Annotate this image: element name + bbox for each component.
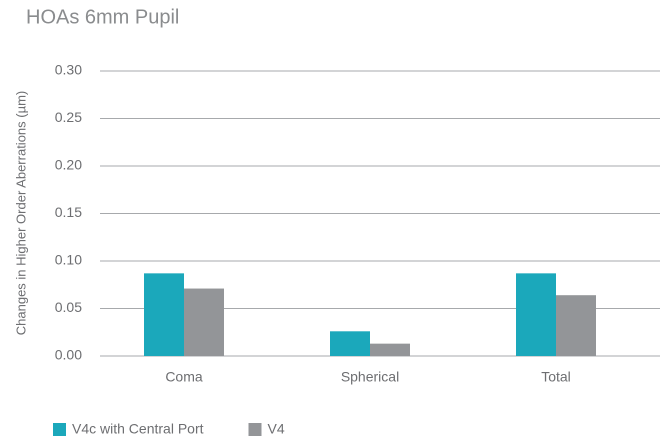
- y-axis-label: Changes in Higher Order Aberrations (µm): [13, 91, 28, 335]
- legend-label: V4: [268, 421, 285, 437]
- y-tick-label: 0.25: [55, 109, 82, 125]
- x-tick-label: Total: [541, 369, 571, 385]
- legend-swatch: [53, 423, 66, 436]
- bar: [184, 288, 224, 356]
- bar: [144, 273, 184, 356]
- y-tick-label: 0.15: [55, 204, 82, 220]
- y-tick-label: 0.00: [55, 347, 82, 363]
- bar: [516, 273, 556, 356]
- legend-swatch: [248, 423, 262, 436]
- chart-title: HOAs 6mm Pupil: [26, 6, 179, 28]
- bar: [330, 331, 370, 356]
- bar: [370, 343, 410, 356]
- bar: [556, 295, 596, 356]
- legend-label: V4c with Central Port: [72, 421, 204, 437]
- y-tick-label: 0.20: [55, 157, 82, 173]
- x-tick-label: Spherical: [341, 369, 399, 385]
- y-tick-label: 0.10: [55, 252, 82, 268]
- x-tick-label: Coma: [165, 369, 203, 385]
- y-tick-label: 0.30: [55, 62, 82, 78]
- y-tick-label: 0.05: [55, 299, 82, 315]
